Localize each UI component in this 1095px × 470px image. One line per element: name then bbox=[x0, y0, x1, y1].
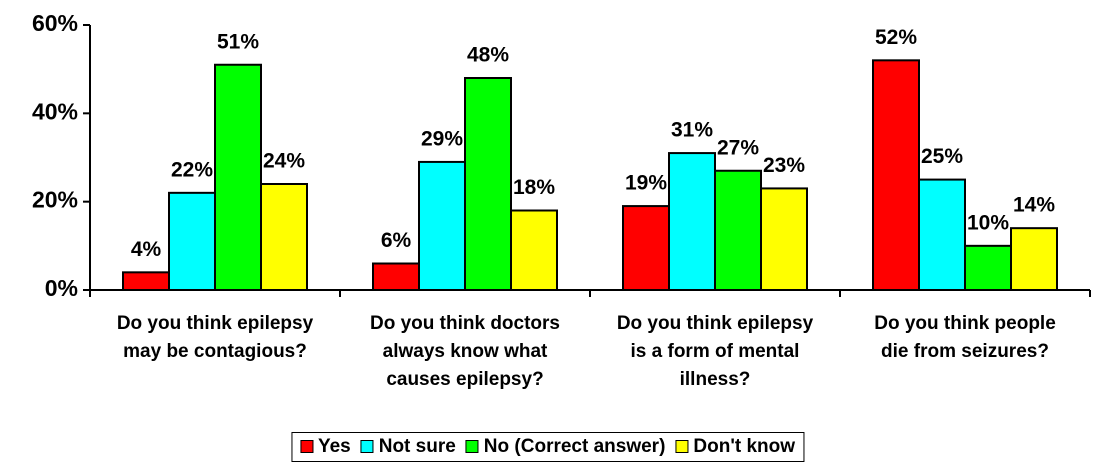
data-label: 52% bbox=[875, 26, 917, 49]
legend-item: Not sure bbox=[360, 436, 456, 458]
bar bbox=[464, 77, 512, 291]
data-label: 19% bbox=[625, 172, 667, 195]
legend-label: Don't know bbox=[693, 436, 796, 457]
data-label: 23% bbox=[763, 154, 805, 177]
data-label: 31% bbox=[671, 119, 713, 142]
legend: Yes Not sure No (Correct answer) Don't know bbox=[290, 432, 805, 462]
bar bbox=[122, 271, 170, 292]
legend-item: Don't know bbox=[675, 436, 795, 458]
bar bbox=[214, 63, 262, 291]
data-label: 27% bbox=[717, 136, 759, 159]
legend-label: No (Correct answer) bbox=[483, 436, 666, 457]
x-tick-label: Do you think epilepsy is a form of menta… bbox=[616, 313, 814, 390]
data-label: 4% bbox=[131, 238, 162, 261]
bar bbox=[418, 160, 466, 291]
data-label: 25% bbox=[921, 145, 963, 168]
bar bbox=[714, 169, 762, 291]
legend-swatch bbox=[675, 440, 689, 454]
bar bbox=[918, 178, 966, 291]
legend-label: Not sure bbox=[378, 436, 456, 457]
data-label: 48% bbox=[467, 44, 509, 67]
data-label: 14% bbox=[1013, 194, 1055, 217]
legend-swatch bbox=[465, 440, 479, 454]
legend-item: Yes bbox=[299, 436, 351, 458]
data-label: 6% bbox=[381, 229, 412, 252]
bar bbox=[964, 244, 1012, 291]
bar bbox=[1010, 227, 1058, 292]
bar bbox=[760, 187, 808, 292]
data-label: 18% bbox=[513, 176, 555, 199]
x-tick-label: Do you think doctors always know what ca… bbox=[370, 313, 560, 390]
plot-area: 0%20%40%60%4%22%51%24%6%29%48%18% 19%31%2… bbox=[32, 10, 1091, 301]
legend-label: Yes bbox=[317, 436, 351, 457]
bar bbox=[168, 191, 216, 291]
x-tick-label: Do you think epilepsy may be contagious? bbox=[116, 313, 314, 362]
bar bbox=[668, 152, 716, 291]
data-label: 51% bbox=[217, 30, 259, 53]
bar bbox=[622, 205, 670, 291]
y-tick-label: 0% bbox=[45, 275, 78, 301]
data-label: 29% bbox=[421, 127, 463, 150]
legend-swatch bbox=[360, 440, 374, 454]
bar bbox=[260, 183, 308, 291]
bar bbox=[372, 262, 420, 291]
data-label: 24% bbox=[263, 150, 305, 173]
y-tick-label: 60% bbox=[32, 10, 78, 36]
legend-swatch bbox=[299, 440, 313, 454]
y-tick-label: 20% bbox=[32, 187, 78, 213]
y-tick-label: 40% bbox=[32, 98, 78, 124]
bar bbox=[872, 59, 920, 292]
legend-item: No (Correct answer) bbox=[465, 436, 666, 458]
data-label: 22% bbox=[171, 158, 213, 181]
x-tick-label: Do you think people die from seizures? bbox=[874, 313, 1056, 362]
data-label: 10% bbox=[967, 211, 1009, 234]
bar bbox=[510, 209, 558, 291]
